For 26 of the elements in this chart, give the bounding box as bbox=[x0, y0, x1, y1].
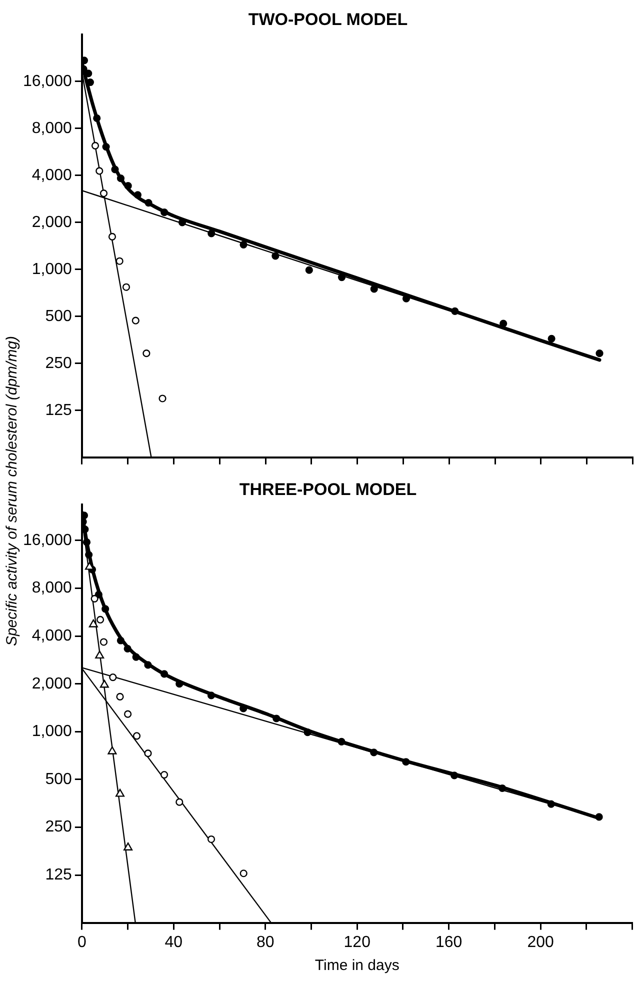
chart-title: THREE-POOL MODEL bbox=[239, 480, 417, 499]
y-tick-label: 16,000 bbox=[23, 72, 72, 90]
y-tick-label: 500 bbox=[45, 770, 72, 788]
y-tick-label: 2,000 bbox=[32, 214, 72, 231]
y-tick-label: 125 bbox=[45, 866, 72, 884]
x-tick-label: 0 bbox=[77, 934, 86, 951]
y-tick-label: 8,000 bbox=[32, 580, 72, 597]
y-tick-label: 4,000 bbox=[32, 627, 72, 644]
chart-title: TWO-POOL MODEL bbox=[248, 10, 408, 29]
y-tick-label: 1,000 bbox=[32, 260, 72, 278]
y-tick-label: 4,000 bbox=[32, 166, 72, 184]
x-tick-label: 200 bbox=[527, 934, 554, 951]
x-tick-label: 80 bbox=[256, 934, 274, 951]
x-tick-label: 40 bbox=[164, 934, 183, 951]
x-axis-title: Time in days bbox=[314, 957, 400, 974]
y-tick-label: 2,000 bbox=[32, 675, 72, 692]
y-tick-label: 250 bbox=[45, 354, 72, 372]
y-axis-title: Specific activity of serum cholesterol (dpm/mg) bbox=[4, 336, 20, 646]
y-tick-label: 16,000 bbox=[23, 532, 72, 549]
x-tick-label: 160 bbox=[435, 934, 462, 951]
x-tick-label: 120 bbox=[344, 934, 371, 951]
y-tick-label: 125 bbox=[45, 402, 72, 419]
y-tick-label: 500 bbox=[45, 308, 72, 325]
y-tick-label: 1,000 bbox=[32, 723, 72, 740]
y-tick-label: 8,000 bbox=[32, 120, 72, 137]
y-tick-label: 250 bbox=[45, 818, 72, 836]
